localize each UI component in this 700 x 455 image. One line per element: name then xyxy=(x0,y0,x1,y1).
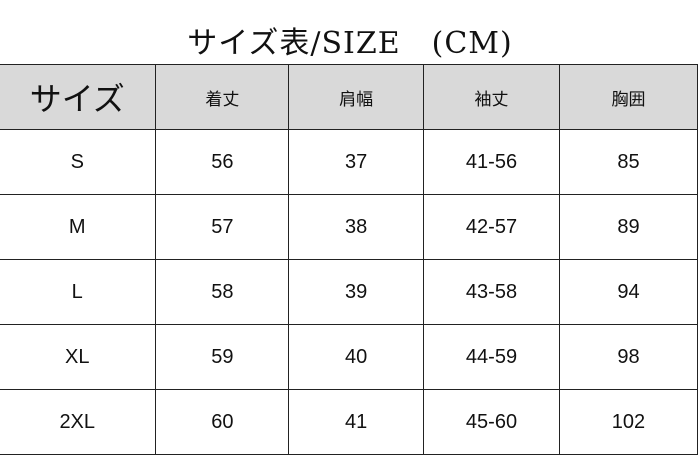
table-row: XL 59 40 44-59 98 xyxy=(0,324,699,390)
cell-chest: 85 xyxy=(558,129,699,195)
header-length: 着丈 xyxy=(155,64,290,130)
cell-size: S xyxy=(0,129,157,195)
cell-chest: 98 xyxy=(558,324,699,390)
header-chest: 胸囲 xyxy=(558,64,699,130)
size-table: サイズ 着丈 肩幅 袖丈 胸囲 S 56 37 41-56 85 M 57 38… xyxy=(0,64,699,455)
cell-chest: 102 xyxy=(558,389,699,455)
cell-sleeve: 41-56 xyxy=(423,129,560,195)
cell-size: 2XL xyxy=(0,389,157,455)
cell-shoulder: 40 xyxy=(288,324,425,390)
cell-length: 57 xyxy=(155,194,290,260)
table-row: 2XL 60 41 45-60 102 xyxy=(0,389,699,455)
header-shoulder: 肩幅 xyxy=(288,64,425,130)
table-title: サイズ表/SIZE (CM) xyxy=(187,26,513,61)
cell-size: XL xyxy=(0,324,157,390)
cell-length: 60 xyxy=(155,389,290,455)
cell-chest: 94 xyxy=(558,259,699,325)
cell-size: L xyxy=(0,259,157,325)
cell-shoulder: 37 xyxy=(288,129,425,195)
table-row: L 58 39 43-58 94 xyxy=(0,259,699,325)
cell-shoulder: 38 xyxy=(288,194,425,260)
header-row: サイズ 着丈 肩幅 袖丈 胸囲 xyxy=(0,64,699,130)
cell-sleeve: 42-57 xyxy=(423,194,560,260)
cell-sleeve: 43-58 xyxy=(423,259,560,325)
table-row: M 57 38 42-57 89 xyxy=(0,194,699,260)
cell-shoulder: 39 xyxy=(288,259,425,325)
cell-length: 59 xyxy=(155,324,290,390)
cell-size: M xyxy=(0,194,157,260)
cell-sleeve: 44-59 xyxy=(423,324,560,390)
header-sleeve: 袖丈 xyxy=(423,64,560,130)
header-size: サイズ xyxy=(0,64,157,130)
cell-sleeve: 45-60 xyxy=(423,389,560,455)
cell-length: 56 xyxy=(155,129,290,195)
table-row: S 56 37 41-56 85 xyxy=(0,129,699,195)
cell-chest: 89 xyxy=(558,194,699,260)
cell-shoulder: 41 xyxy=(288,389,425,455)
cell-length: 58 xyxy=(155,259,290,325)
